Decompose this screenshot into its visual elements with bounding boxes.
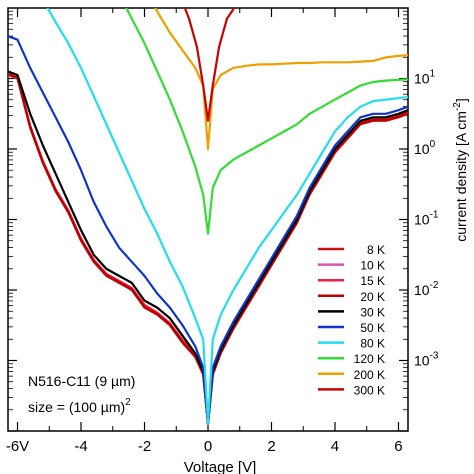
y-tick-exp: -3	[430, 351, 439, 362]
legend-label: 30 K	[360, 305, 385, 319]
series-line	[183, 8, 236, 122]
legend-label: 15 K	[360, 274, 385, 288]
y-tick-label: 101	[414, 69, 436, 87]
legend-label: 8 K	[367, 243, 385, 257]
plot-frame	[7, 7, 409, 432]
x-tick-label: -2	[138, 438, 151, 455]
y-axis-label-exp: -2	[452, 102, 463, 111]
y-tick-exp: -1	[430, 210, 439, 221]
size-annotation-main: size = (100 µm)	[28, 399, 125, 415]
x-tick-label: 4	[331, 438, 339, 455]
y-tick-label: 10-2	[414, 280, 439, 298]
x-tick-label: 0	[204, 438, 212, 455]
series-layer	[8, 8, 408, 425]
x-tick-label: -4	[74, 438, 87, 455]
series-line	[154, 8, 408, 151]
x-tick-labels: -6V -4 -2 0 2 4 6	[6, 438, 403, 455]
legend-label: 20 K	[360, 290, 385, 304]
x-tick-label: 2	[267, 438, 275, 455]
x-tick-label: -6V	[6, 438, 29, 455]
y-tick-base: 10	[414, 212, 430, 228]
sample-annotation: N516-C11 (9 µm)	[28, 373, 135, 389]
x-axis-label: Voltage [V]	[184, 459, 257, 474]
series-line	[8, 73, 408, 425]
y-tick-label: 10-3	[414, 351, 439, 369]
series-line	[8, 70, 408, 425]
y-tick-base: 10	[414, 282, 430, 298]
legend-label: 300 K	[354, 383, 385, 397]
legend-label: 50 K	[360, 321, 385, 335]
legend-label: 120 K	[354, 352, 385, 366]
legend-label: 200 K	[354, 368, 385, 382]
y-axis-label-main: current density [A cm	[453, 111, 469, 242]
x-tick-label: 6	[394, 438, 402, 455]
size-annotation-exp: 2	[125, 397, 131, 408]
y-tick-label: 10-1	[414, 210, 439, 228]
series-line	[125, 8, 408, 235]
axis-ticks	[8, 8, 408, 432]
y-tick-base: 10	[414, 141, 430, 157]
series-line	[8, 72, 408, 425]
y-tick-label: 100	[414, 139, 436, 157]
y-tick-base: 10	[414, 71, 430, 87]
y-axis-label-close: ]	[453, 98, 469, 102]
y-tick-base: 10	[414, 353, 430, 369]
series-line	[46, 8, 408, 425]
y-tick-exp: -2	[430, 280, 439, 291]
y-tick-exp: 0	[430, 139, 436, 150]
series-line	[8, 73, 408, 425]
size-annotation: size = (100 µm)2	[28, 397, 131, 415]
legend-label: 10 K	[360, 259, 385, 273]
y-axis-label: current density [A cm-2]	[452, 98, 469, 242]
legend-label: 80 K	[360, 337, 385, 351]
series-line	[8, 73, 408, 425]
y-tick-exp: 1	[430, 69, 436, 80]
